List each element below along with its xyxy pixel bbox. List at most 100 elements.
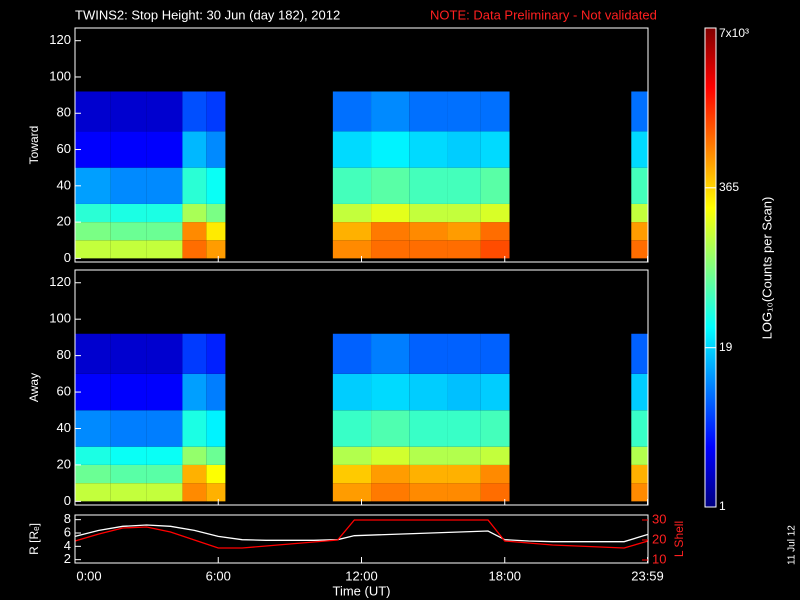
heatmap-cell <box>409 373 448 411</box>
heatmap-cell <box>371 203 410 223</box>
heatmap-cell <box>409 333 448 374</box>
heatmap-cell <box>110 410 147 447</box>
x-axis-label: Time (UT) <box>332 583 390 598</box>
colorbar-tick-label: 1 <box>719 499 726 513</box>
colorbar-label: LOG₁₀(Counts per Scan) <box>759 197 774 340</box>
y-tick-label: 0 <box>64 493 71 508</box>
y-tick-label: 4 <box>64 538 71 553</box>
heatmap-cell <box>206 167 226 204</box>
heatmap-cell <box>371 464 410 484</box>
heatmap-cell <box>182 333 207 374</box>
heatmap-cell <box>206 222 226 241</box>
heatmap-cell <box>631 373 648 411</box>
heatmap-cell <box>332 446 372 465</box>
heatmap-cell <box>110 464 147 484</box>
heatmap-cell <box>146 222 183 241</box>
heatmap-cell <box>206 373 226 411</box>
line <box>74 524 649 543</box>
y-tick-label: 100 <box>49 311 71 326</box>
date-stamp: 11 Jul 12 <box>787 525 798 565</box>
y-tick-label: 2 <box>64 551 71 566</box>
heatmap-cell <box>332 333 372 374</box>
heatmap-cell <box>371 91 410 132</box>
heatmap-cell <box>75 483 111 502</box>
x-tick-label: 18:00 <box>488 568 521 583</box>
heatmap-cell <box>332 131 372 168</box>
heatmap-cell <box>332 373 372 411</box>
heatmap-cell <box>110 91 147 132</box>
heatmap-cell <box>631 167 648 204</box>
heatmap-cell <box>631 446 648 465</box>
heatmap-cell <box>371 446 410 465</box>
heatmap-cell <box>110 240 147 259</box>
y-axis-label: Toward <box>27 126 41 165</box>
y-tick-label: 80 <box>57 105 71 120</box>
heatmap-cell <box>75 91 111 132</box>
heatmap-cell <box>332 222 372 241</box>
heatmap-cell <box>206 410 226 447</box>
y-tick-label: 6 <box>64 524 71 539</box>
heatmap-cell <box>447 373 481 411</box>
x-tick-label: 23:59 <box>631 568 664 583</box>
x-tick-label: 12:00 <box>345 568 378 583</box>
heatmap-cell <box>75 222 111 241</box>
heatmap-cell <box>146 483 183 502</box>
heatmap-cell <box>146 410 183 447</box>
heatmap-cell <box>110 333 147 374</box>
heatmap-cell <box>110 373 147 411</box>
heatmap-cell <box>182 464 207 484</box>
heatmap-cell <box>447 464 481 484</box>
heatmap-cell <box>480 91 510 132</box>
y-tick-label: 8 <box>64 511 71 526</box>
heatmap-cell <box>409 410 448 447</box>
heatmap-cell <box>447 483 481 502</box>
heatmap-cell <box>75 240 111 259</box>
chart-title: TWINS2: Stop Height: 30 Jun (day 182), 2… <box>75 7 340 22</box>
heatmap-cell <box>409 483 448 502</box>
note: NOTE: Data Preliminary - Not validated <box>430 7 657 22</box>
heatmap-cell <box>182 483 207 502</box>
heatmap-cell <box>409 240 448 259</box>
heatmap-cell <box>371 373 410 411</box>
heatmap-cell <box>371 240 410 259</box>
heatmap-cell <box>631 483 648 502</box>
heatmap-cell <box>447 203 481 223</box>
y-tick-label: 20 <box>57 456 71 471</box>
heatmap-cell <box>371 483 410 502</box>
heatmap-cell <box>480 167 510 204</box>
heatmap-cell <box>332 464 372 484</box>
heatmap-cell <box>371 333 410 374</box>
colorbar <box>704 27 717 508</box>
heatmap-cell <box>631 203 648 223</box>
x-tick-label: 0:00 <box>76 568 101 583</box>
heatmap-cell <box>206 203 226 223</box>
heatmap-cell <box>75 446 111 465</box>
heatmap-cell <box>447 91 481 132</box>
y-tick-label: 80 <box>57 347 71 362</box>
heatmap-cell <box>146 464 183 484</box>
heatmap-cell <box>146 446 183 465</box>
heatmap-cell <box>332 483 372 502</box>
heatmap-cell <box>409 222 448 241</box>
heatmap-cell <box>75 333 111 374</box>
y-tick-label: 60 <box>57 141 71 156</box>
heatmap-cell <box>332 167 372 204</box>
heatmap-cell <box>206 464 226 484</box>
heatmap-cell <box>480 131 510 168</box>
y2-axis-label: L Shell <box>672 521 686 557</box>
heatmap-cell <box>409 91 448 132</box>
heatmap-cell <box>631 240 648 259</box>
heatmap-cell <box>182 131 207 168</box>
heatmap-cell <box>447 167 481 204</box>
heatmap-cell <box>146 167 183 204</box>
heatmap-cell <box>409 203 448 223</box>
heatmap-cell <box>480 333 510 374</box>
heatmap-cell <box>631 91 648 132</box>
heatmap-cell <box>110 222 147 241</box>
y-tick-label: 40 <box>57 177 71 192</box>
colorbar-tick-label: 7x10³ <box>719 26 749 40</box>
heatmap-cell <box>480 446 510 465</box>
y2-tick-label: 30 <box>652 511 666 526</box>
heatmap-cell <box>146 131 183 168</box>
